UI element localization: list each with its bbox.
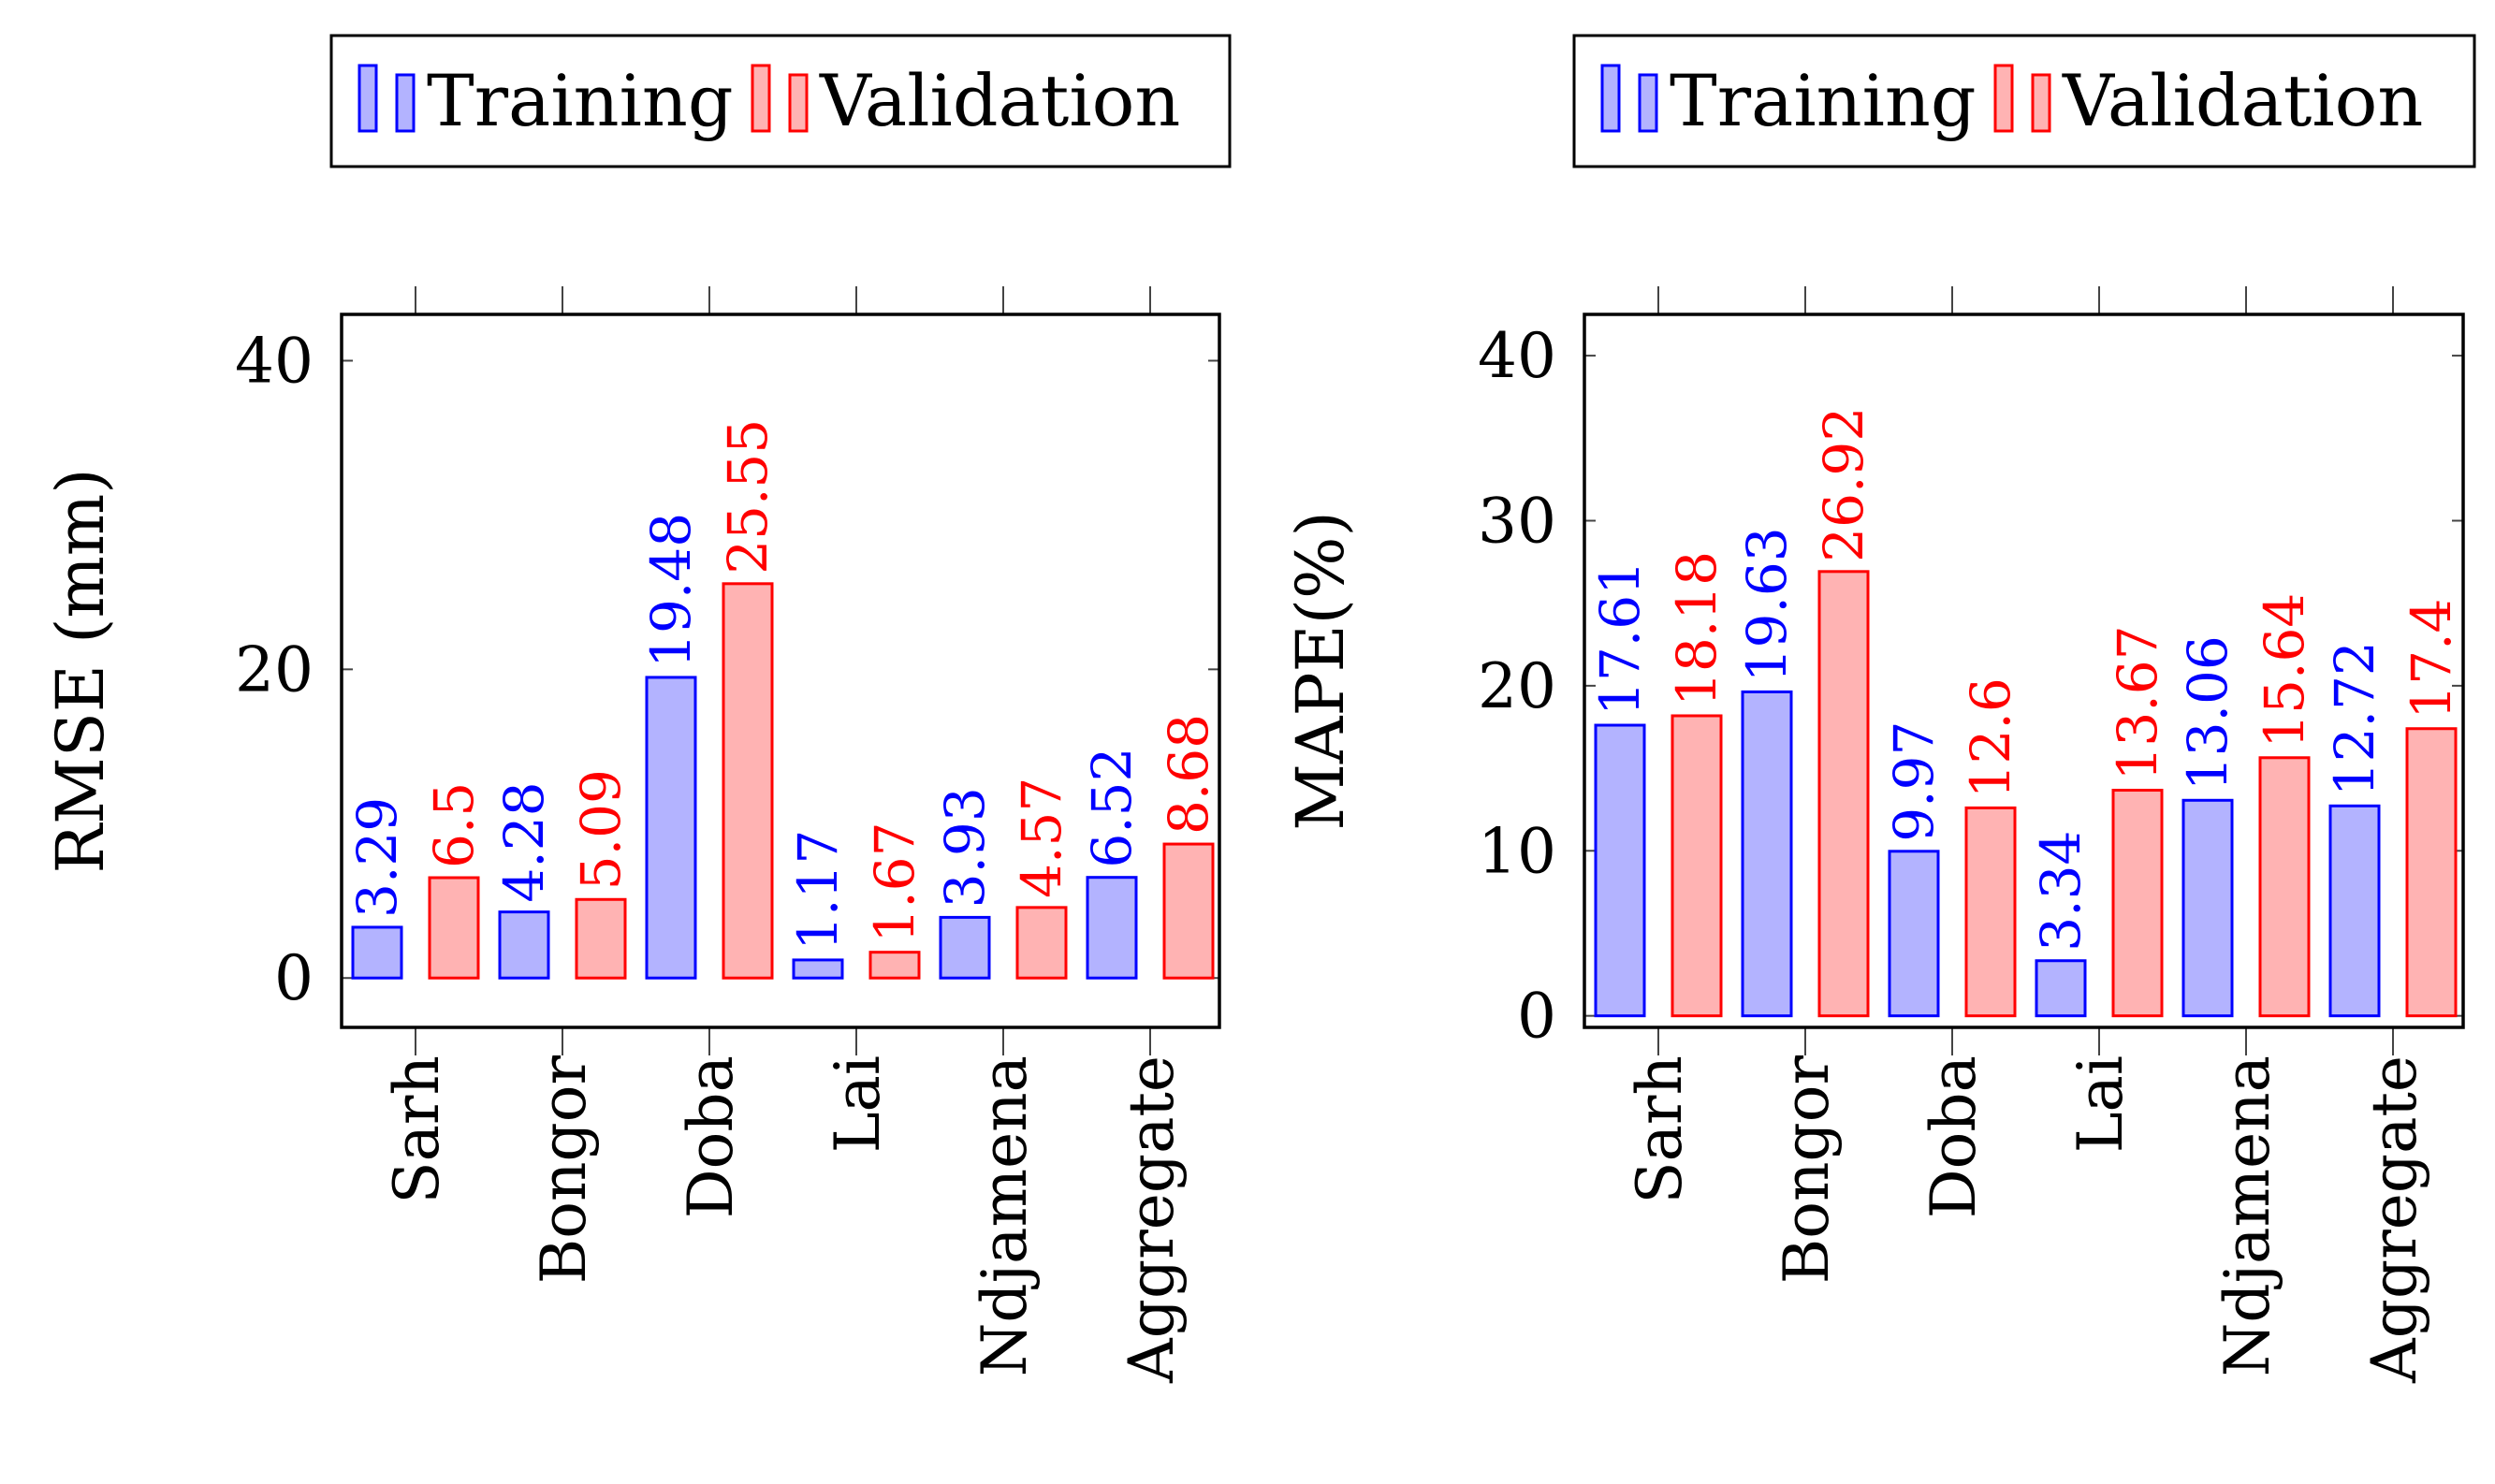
legend-label-training: Training <box>427 59 734 142</box>
data-label-validation-ndjamena: 15.64 <box>2253 593 2316 749</box>
x-tick-label-ndjamena: Ndjamena <box>969 1055 1041 1376</box>
data-label-training-aggregate: 6.52 <box>1080 748 1144 868</box>
data-label-training-aggregate: 12.72 <box>2323 641 2386 796</box>
data-label-validation-lai: 1.67 <box>863 822 927 943</box>
bar-training-aggregate <box>2328 804 2381 1018</box>
bar-training-sarh <box>351 925 403 980</box>
legend-swatch-training-2 <box>1638 73 1658 133</box>
x-tick-label-sarh: Sarh <box>381 1055 453 1204</box>
x-tick-label-sarh: Sarh <box>1624 1055 1696 1204</box>
x-tick-label-aggregate: Aggregate <box>1116 1055 1188 1384</box>
bar-training-doba <box>645 676 697 980</box>
y-tick-label: 10 <box>1478 815 1556 887</box>
data-label-validation-sarh: 18.18 <box>1665 551 1729 706</box>
y-tick-label: 0 <box>274 942 314 1014</box>
bar-validation-lai <box>2111 789 2164 1018</box>
bar-validation-doba <box>722 582 774 980</box>
bar-validation-bongor <box>1817 570 1870 1018</box>
bar-training-sarh <box>1594 723 1646 1018</box>
data-label-training-lai: 3.34 <box>2029 831 2093 952</box>
x-tick-label-bongor: Bongor <box>1771 1055 1843 1285</box>
legend-label-validation: Validation <box>2062 59 2423 142</box>
data-label-training-lai: 1.17 <box>786 830 850 951</box>
bar-training-lai <box>792 958 844 980</box>
x-tick-label-doba: Doba <box>675 1055 747 1218</box>
legend-box <box>1572 34 2476 168</box>
plot-frame <box>340 313 1221 1029</box>
bar-validation-aggregate <box>2405 727 2458 1018</box>
data-label-validation-lai: 13.67 <box>2106 625 2169 780</box>
data-label-training-sarh: 17.61 <box>1588 560 1652 716</box>
legend-swatch-validation <box>751 64 771 133</box>
y-tick-label: 20 <box>1478 650 1556 722</box>
data-label-validation-doba: 25.55 <box>716 419 780 575</box>
bar-training-bongor <box>1741 690 1793 1018</box>
rmse-chart: Training Validation RMSE (mm) 0 20 40 3.29 6.5 S… <box>42 34 1232 1384</box>
x-tick-label-aggregate: Aggregate <box>2358 1055 2430 1384</box>
bar-training-ndjamena <box>939 915 991 980</box>
legend: Training Validation <box>1572 34 2476 168</box>
bar-validation-doba <box>1964 806 2017 1018</box>
legend-box <box>329 34 1232 168</box>
data-label-training-doba: 9.97 <box>1882 721 1946 842</box>
bar-training-bongor <box>498 910 550 980</box>
data-label-validation-aggregate: 8.68 <box>1157 714 1220 835</box>
data-label-training-bongor: 4.28 <box>492 781 556 902</box>
bar-validation-bongor <box>575 897 627 980</box>
legend-swatch-validation <box>1993 64 2014 133</box>
bar-training-lai <box>2035 959 2087 1018</box>
legend-label-validation: Validation <box>819 59 1180 142</box>
bar-training-doba <box>1888 850 1940 1018</box>
x-tick-label-lai: Lai <box>822 1055 894 1153</box>
legend-swatch-training-2 <box>395 73 416 133</box>
plot-frame <box>1583 313 2465 1029</box>
data-label-validation-bongor: 5.09 <box>569 769 633 890</box>
bar-validation-sarh <box>1671 714 1723 1018</box>
y-axis-label: MAPE(%) <box>1282 511 1359 831</box>
bar-training-ndjamena <box>2181 798 2234 1018</box>
x-tick-label-lai: Lai <box>2065 1055 2137 1153</box>
data-label-training-ndjamena: 3.93 <box>933 787 997 908</box>
legend-swatch-validation-2 <box>2031 73 2051 133</box>
bar-validation-ndjamena <box>2258 756 2311 1018</box>
bar-training-aggregate <box>1086 876 1138 980</box>
legend-label-training: Training <box>1670 59 1977 142</box>
bar-validation-ndjamena <box>1015 906 1068 980</box>
bar-validation-sarh <box>428 876 480 980</box>
y-tick-label: 0 <box>1517 981 1556 1053</box>
legend-swatch-training <box>1600 64 1621 133</box>
data-label-validation-aggregate: 17.4 <box>2400 599 2463 720</box>
data-label-validation-bongor: 26.92 <box>1812 407 1875 562</box>
bar-validation-aggregate <box>1162 842 1215 980</box>
data-label-training-bongor: 19.63 <box>1735 527 1799 682</box>
legend-swatch-training <box>357 64 378 133</box>
x-tick-label-doba: Doba <box>1918 1055 1990 1218</box>
data-label-training-doba: 19.48 <box>639 513 703 668</box>
data-label-training-sarh: 3.29 <box>345 797 409 918</box>
legend: Training Validation <box>329 34 1232 168</box>
data-label-validation-ndjamena: 4.57 <box>1010 778 1073 898</box>
data-label-training-ndjamena: 13.06 <box>2176 635 2240 791</box>
y-axis-label: RMSE (mm) <box>42 468 119 873</box>
data-label-validation-doba: 12.6 <box>1959 677 2022 798</box>
y-tick-label: 40 <box>1478 320 1556 392</box>
data-label-validation-sarh: 6.5 <box>422 782 486 868</box>
legend-swatch-validation-2 <box>788 73 809 133</box>
bar-validation-lai <box>868 951 921 980</box>
x-tick-label-ndjamena: Ndjamena <box>2211 1055 2283 1376</box>
y-tick-label: 30 <box>1478 485 1556 557</box>
y-tick-label: 20 <box>235 633 314 706</box>
y-tick-label: 40 <box>235 325 314 397</box>
x-tick-label-bongor: Bongor <box>528 1055 600 1285</box>
